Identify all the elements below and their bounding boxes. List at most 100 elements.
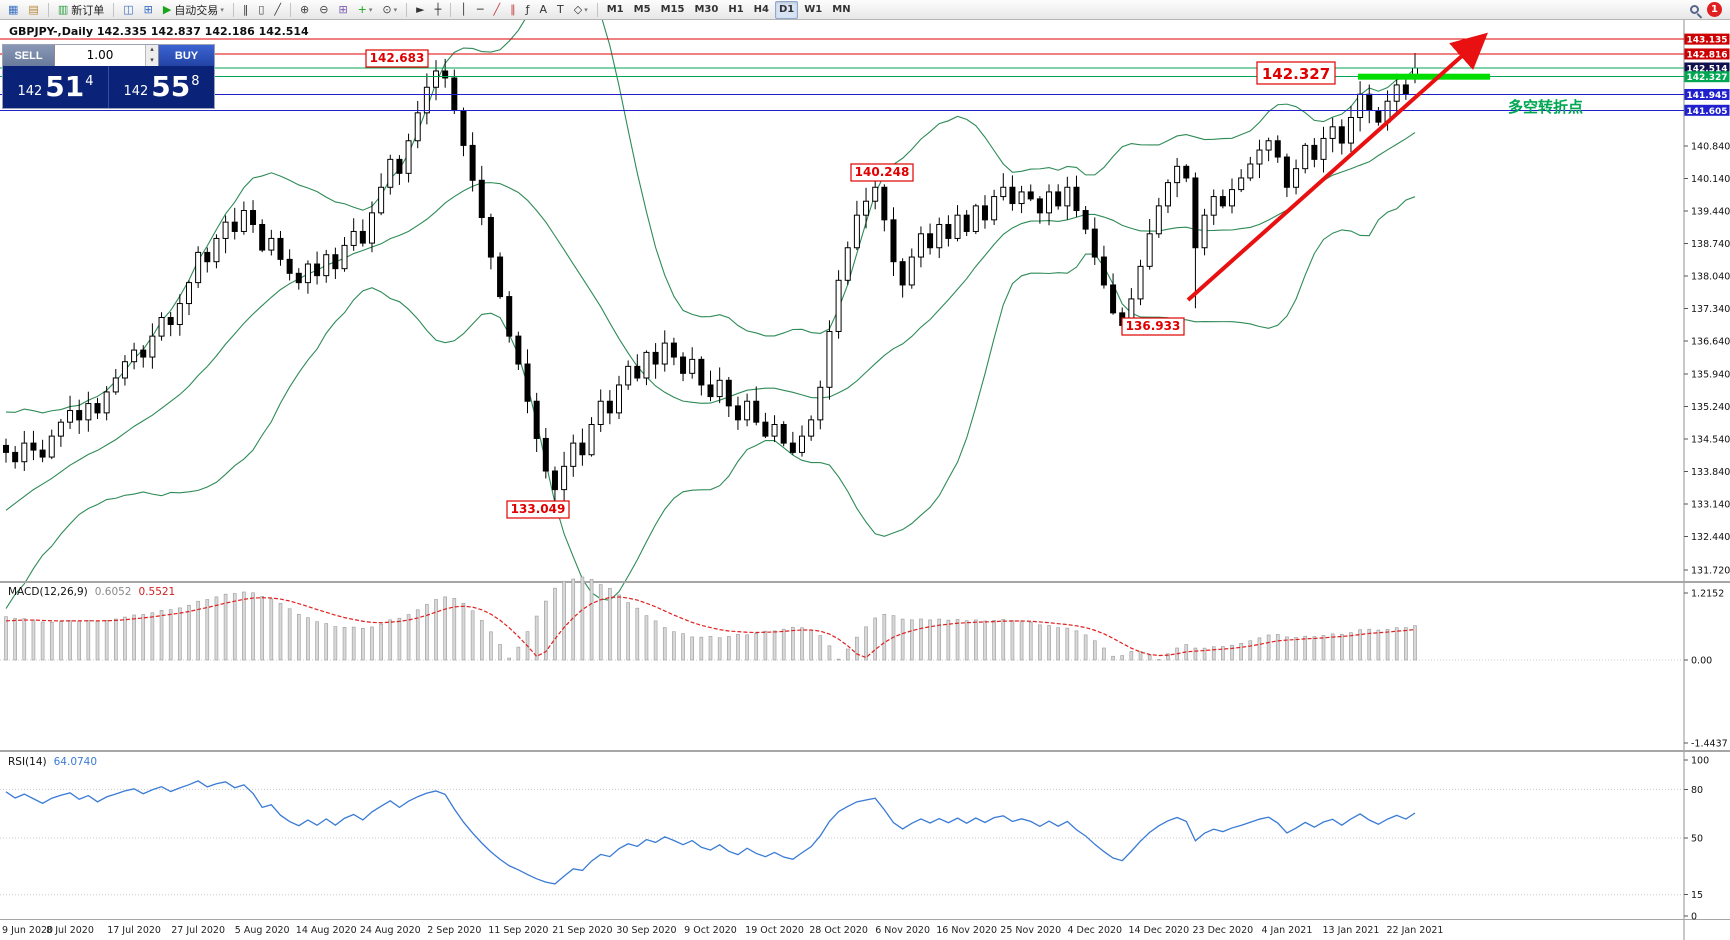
- periods-icon-dropdown-icon[interactable]: ▾: [393, 5, 398, 14]
- zoom-in-icon[interactable]: ⊕: [296, 1, 313, 19]
- ask-pips: 55: [151, 70, 191, 103]
- volume-value[interactable]: 1.00: [86, 48, 114, 62]
- candle-bearish: [634, 365, 641, 379]
- macd-histogram-bar: [772, 630, 777, 661]
- candle-bullish: [350, 230, 357, 246]
- trend-arrow[interactable]: [1186, 32, 1488, 302]
- timeframe-m1[interactable]: M1: [603, 1, 628, 19]
- pane-separator[interactable]: [0, 750, 1730, 752]
- candle-bearish: [927, 233, 934, 249]
- macd-histogram-bar: [1349, 632, 1353, 661]
- fibonacci-icon[interactable]: ƒ: [522, 1, 534, 19]
- macd-histogram-bar: [1147, 654, 1152, 661]
- candle-bearish: [725, 379, 732, 407]
- rsi-axis-label: 100: [1691, 756, 1709, 767]
- macd-histogram-bar: [141, 614, 146, 661]
- macd-histogram-bar: [964, 620, 969, 661]
- macd-indicator-label: MACD(12,26,9) 0.6052 0.5521: [8, 586, 175, 598]
- zoom-out-icon[interactable]: ⊖: [315, 1, 332, 19]
- ask-point: 8: [191, 73, 200, 89]
- pane-separator[interactable]: [0, 919, 1730, 920]
- macd-histogram-bar: [104, 620, 109, 661]
- timeframe-mn[interactable]: MN: [828, 1, 854, 19]
- candle-bullish: [1347, 116, 1354, 144]
- sell-button[interactable]: SELL: [3, 45, 55, 66]
- candle-bullish: [1247, 163, 1254, 179]
- candle-bearish: [670, 342, 677, 358]
- macd-histogram-bar: [86, 620, 91, 661]
- turning-point-note[interactable]: 多空转折点: [1508, 98, 1583, 116]
- candle-bullish: [1164, 182, 1171, 207]
- label-icon[interactable]: T: [553, 1, 568, 19]
- timeframe-m15[interactable]: M15: [657, 1, 689, 19]
- toolbar-separator: [113, 2, 115, 17]
- channel-icon[interactable]: ∥: [506, 1, 520, 19]
- new-order-button[interactable]: ▥ 新订单: [54, 1, 108, 19]
- price-annotation-box[interactable]: [1256, 61, 1336, 85]
- volume-stepper[interactable]: 1.00 ▴ ▾: [55, 45, 158, 66]
- timeframe-h1[interactable]: H1: [724, 1, 747, 19]
- timeframe-d1[interactable]: D1: [774, 0, 799, 19]
- timeframe-w1[interactable]: W1: [800, 1, 826, 19]
- timeframe-h4[interactable]: H4: [750, 1, 773, 19]
- bid-pips: 51: [45, 70, 85, 103]
- vertical-line-icon[interactable]: │: [456, 1, 471, 19]
- candle-bearish: [314, 263, 321, 277]
- autotrade-button-dropdown-icon[interactable]: ▾: [220, 5, 224, 14]
- data-window-icon[interactable]: ⊞: [140, 1, 157, 19]
- cursor-icon[interactable]: ►: [412, 1, 428, 19]
- shapes-icon-dropdown-icon[interactable]: ▾: [584, 5, 588, 14]
- crosshair-icon[interactable]: ┼: [431, 1, 446, 19]
- indicators-add-icon[interactable]: + ▾: [354, 1, 377, 19]
- text-icon[interactable]: A: [535, 1, 551, 19]
- bar-chart-icon[interactable]: ‖: [239, 1, 253, 19]
- ask-quote[interactable]: 142 55 8: [109, 66, 214, 108]
- timeframe-m30[interactable]: M30: [690, 1, 722, 19]
- price-annotation-box[interactable]: [365, 49, 429, 68]
- price-annotation-box[interactable]: [506, 500, 570, 519]
- price-annotation-box[interactable]: [850, 163, 914, 182]
- horizontal-line-icon[interactable]: ─: [473, 1, 488, 19]
- terminal-icon-glyph: ▦: [8, 3, 19, 16]
- macd-histogram-bar: [974, 619, 978, 661]
- tile-windows-icon[interactable]: ⊞: [334, 1, 351, 19]
- date-axis-label: 19 Oct 2020: [745, 925, 804, 936]
- line-chart-icon[interactable]: ╱: [270, 1, 285, 19]
- new-order-button-glyph: ▥: [57, 3, 69, 16]
- bid-quote[interactable]: 142 51 4: [3, 66, 109, 108]
- candle-bullish: [1018, 191, 1025, 205]
- candle-bullish: [323, 254, 330, 277]
- indicators-add-icon-dropdown-icon[interactable]: ▾: [368, 5, 373, 14]
- profiles-icon[interactable]: ▤: [24, 1, 42, 19]
- buy-button[interactable]: BUY: [158, 45, 214, 66]
- macd-histogram-bar: [260, 596, 264, 661]
- candle-bearish: [533, 400, 540, 439]
- macd-histogram-bar: [516, 646, 521, 661]
- macd-histogram-bar: [22, 618, 27, 661]
- timeframe-d1-label: D1: [778, 4, 795, 15]
- candle-bearish: [506, 296, 513, 337]
- pane-separator[interactable]: [0, 581, 1730, 583]
- data-window-icon-glyph: ⊞: [143, 3, 153, 16]
- notification-badge[interactable]: 1: [1707, 2, 1722, 17]
- shapes-icon[interactable]: ◇ ▾: [570, 1, 592, 19]
- price-annotation-box[interactable]: [1121, 317, 1185, 336]
- market-watch-icon[interactable]: ◫: [119, 1, 137, 19]
- periods-icon[interactable]: ⊙ ▾: [378, 1, 401, 19]
- volume-up-icon[interactable]: ▴: [146, 45, 158, 56]
- price-tick-label: 133.840: [1691, 467, 1730, 478]
- price-annotation-text: 142.327: [1262, 65, 1330, 83]
- timeframe-m5[interactable]: M5: [630, 1, 655, 19]
- timeframe-m15-label: M15: [660, 4, 685, 15]
- date-axis-label: 8 Jul 2020: [46, 925, 94, 936]
- trendline-icon[interactable]: ╱: [489, 1, 504, 19]
- highlight-bar[interactable]: [1358, 73, 1490, 80]
- macd-histogram-bar: [251, 592, 255, 661]
- candlestick-chart-icon[interactable]: ▯: [254, 1, 268, 19]
- autotrade-button[interactable]: ▶ 自动交易 ▾: [159, 1, 228, 19]
- terminal-icon[interactable]: ▦: [4, 1, 22, 19]
- search-icon[interactable]: [1690, 5, 1699, 14]
- volume-down-icon[interactable]: ▾: [146, 55, 158, 66]
- macd-histogram-bar: [232, 593, 237, 661]
